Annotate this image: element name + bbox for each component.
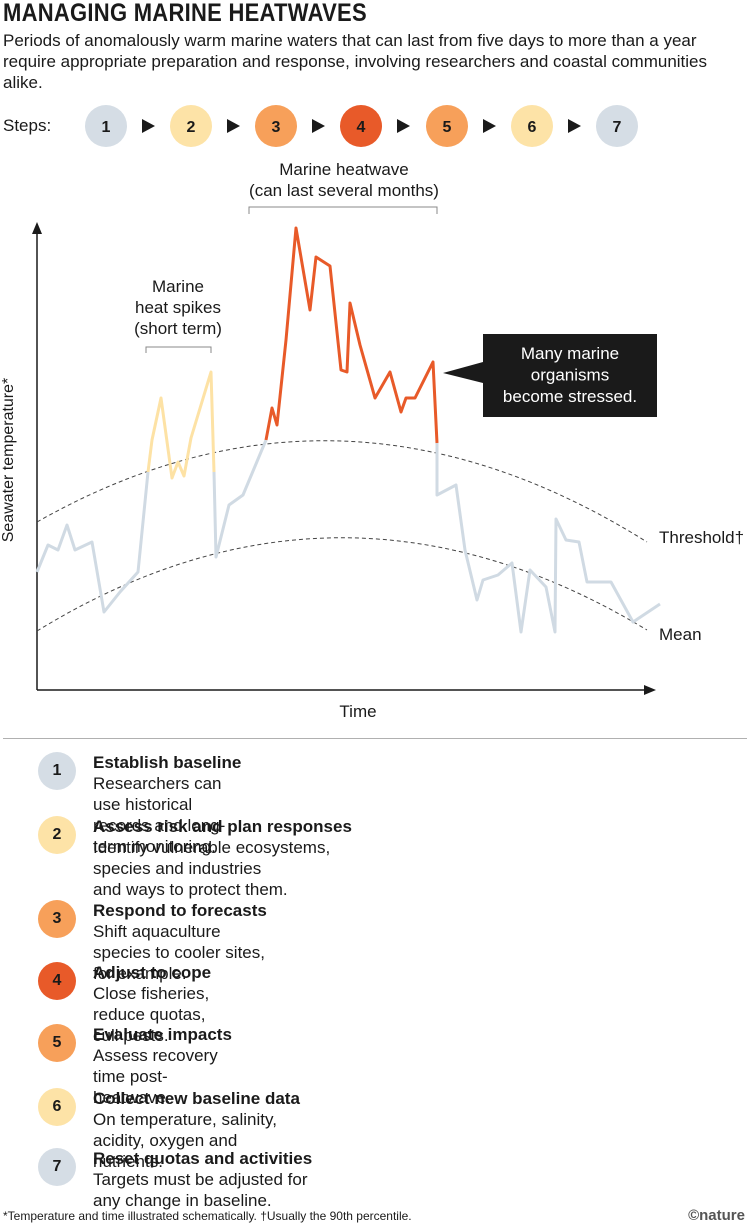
step-circle-3 [255,105,297,147]
heatwave-diagram: 1 2 3 4 5 6 7 Marine heatwave (can last several… [0,105,744,721]
steps-label: Steps: [3,116,52,135]
triangle-right-icon [483,119,496,133]
step-number-badge: 3 [38,900,76,938]
divider [3,738,747,739]
step-number: 7 [613,119,622,136]
y-axis-label: Seawater temperature* [0,378,17,543]
step-description: Shift aquaculture species to cooler site… [93,922,265,983]
x-axis-arrow-icon [644,685,656,695]
step-description: Identify vulnerable ecosystems, species … [93,838,331,899]
spikes-label: Marine heat spikes (short term) [134,277,222,338]
step-number-badge: 1 [38,752,76,790]
step-description: Close fisheries, reduce quotas, cull pes… [93,984,210,1045]
triangle-right-icon [312,119,325,133]
step-description: Assess recovery time post-heatwave. [93,1046,218,1107]
callout-pointer [443,362,483,383]
step-description: Researchers can use historical records a… [93,774,226,856]
step-circle-1 [85,105,127,147]
step-circle-5 [426,105,468,147]
threshold-label: Threshold† [659,528,744,547]
steps-bar: 1 2 3 4 5 6 7 [85,105,638,147]
step-description: Targets must be adjusted for any change … [93,1170,308,1210]
triangle-right-icon [142,119,155,133]
nature-logo: ©nature [688,1207,745,1224]
step-title: Assess risk and plan responses [93,817,352,836]
step-title: Evaluate impacts [93,1025,232,1044]
step-number-badge: 4 [38,962,76,1000]
step-number-badge: 2 [38,816,76,854]
triangle-right-icon [397,119,410,133]
heatwave-temperature-line [264,226,439,444]
step-number-badge: 6 [38,1088,76,1126]
step-number: 6 [528,119,537,136]
threshold-curve [36,440,648,543]
step-title: Collect new baseline data [93,1089,300,1108]
step-number: 1 [102,119,111,136]
step-circle-7 [596,105,638,147]
step-title: Adjust to cope [93,963,212,982]
baseline-temperature-line [212,439,268,559]
step-description: On temperature, salinity, acidity, oxyge… [93,1110,277,1171]
step-circle-6 [511,105,553,147]
callout-text: Many marine organisms become stressed. [503,344,637,406]
step-number: 2 [187,119,196,136]
step-circle-2 [170,105,212,147]
spikes-bracket [145,346,212,353]
heatwave-label: Marine heatwave (can last several months) [249,160,439,200]
y-axis-arrow-icon [32,222,42,234]
heatwave-bracket [248,206,438,214]
step-title: Respond to forecasts [93,901,267,920]
footnote: *Temperature and time illustrated schema… [3,1209,412,1223]
x-axis-label: Time [339,702,376,721]
triangle-right-icon [227,119,240,133]
step-number-badge: 7 [38,1148,76,1186]
page-title: Managing marine heatwaves [3,0,367,27]
step-number: 5 [443,119,452,136]
step-number: 4 [357,119,366,136]
heat-spike-line-1 [146,370,216,480]
step-title: Reset quotas and activities [93,1149,313,1168]
step-number-badge: 5 [38,1024,76,1062]
baseline-temperature-line [35,471,150,614]
step-circle-4 [340,105,382,147]
mean-curve [36,537,648,632]
step-title: Establish baseline [93,753,242,772]
step-number: 3 [272,119,281,136]
callout-box [483,334,657,417]
baseline-temperature-line [435,443,661,634]
triangle-right-icon [568,119,581,133]
mean-label: Mean [659,625,702,644]
subtitle: Periods of anomalously warm marine water… [3,31,708,92]
